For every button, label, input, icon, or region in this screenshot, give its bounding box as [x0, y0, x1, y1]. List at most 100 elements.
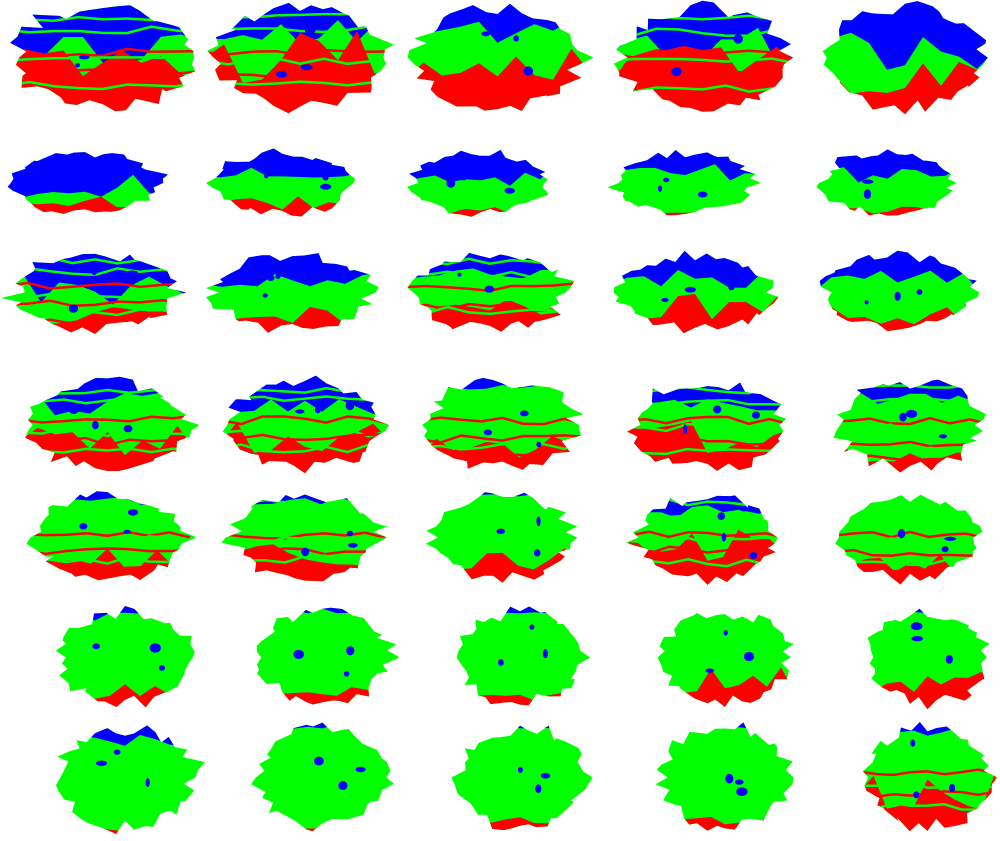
stripe — [833, 423, 986, 433]
blue-speck — [92, 643, 100, 650]
segmentation-panel-r1-c5 — [815, 0, 1000, 120]
stripe — [627, 447, 787, 456]
segmentation-panel-r3-c4 — [610, 245, 810, 365]
region-blue — [456, 606, 591, 614]
region-green — [422, 377, 584, 470]
segmentation-map — [816, 149, 957, 216]
segmentation-map — [657, 612, 794, 707]
blue-speck — [314, 756, 324, 766]
blue-speck — [697, 191, 708, 198]
stripe — [26, 547, 191, 556]
blue-speck — [113, 749, 121, 755]
segmentation-panel-r2-c2 — [205, 133, 405, 253]
region-green — [655, 722, 794, 831]
blue-speck — [458, 175, 468, 181]
region-blue — [56, 725, 205, 746]
stripe — [422, 442, 584, 451]
blue-speck — [345, 400, 355, 411]
blue-speck — [891, 48, 897, 55]
stripe — [835, 536, 983, 546]
region-layers — [655, 722, 794, 831]
blue-speck — [705, 668, 715, 673]
segmentation-map — [222, 375, 390, 474]
blue-speck — [158, 665, 166, 671]
segmentation-map — [425, 492, 578, 583]
region-layers — [221, 494, 388, 582]
segmentation-map — [833, 379, 986, 473]
segmentation-map — [25, 376, 200, 471]
segmentation-map — [205, 253, 379, 333]
blue-speck — [910, 739, 916, 747]
blue-speck — [498, 659, 504, 666]
segmentation-map — [7, 152, 169, 214]
stripe — [627, 398, 787, 407]
blue-speck — [347, 530, 353, 537]
blue-speck — [119, 168, 131, 177]
stripe — [629, 511, 778, 520]
stripe — [26, 556, 191, 565]
blue-speck — [683, 424, 688, 434]
blue-speck — [78, 55, 90, 60]
region-layers — [607, 150, 762, 216]
segmentation-map — [835, 494, 983, 585]
region-blue — [451, 725, 593, 730]
stripe — [629, 536, 778, 546]
blue-speck — [264, 173, 269, 179]
stripe — [10, 80, 196, 91]
blue-speck — [941, 546, 949, 553]
stripe — [407, 305, 575, 316]
segmentation-map — [10, 5, 196, 112]
blue-speck — [338, 781, 348, 791]
region-layers — [822, 1, 988, 115]
stripe — [833, 383, 986, 391]
blue-speck — [949, 784, 956, 792]
blue-speck — [56, 179, 69, 186]
segmentation-panel-r6-c1 — [5, 600, 205, 720]
blue-speck — [911, 635, 923, 642]
blue-speck — [304, 27, 316, 34]
stripe — [835, 558, 983, 567]
segmentation-panel-r1-c4 — [610, 0, 810, 120]
region-layers — [613, 250, 779, 334]
stripe — [224, 513, 386, 524]
segmentation-map — [422, 377, 584, 470]
stripe — [833, 397, 986, 403]
segmentation-map — [655, 722, 794, 831]
blue-speck — [721, 532, 727, 542]
stripe — [10, 25, 196, 35]
region-red — [55, 684, 195, 708]
blue-speck — [314, 406, 321, 414]
blue-speck — [733, 34, 743, 44]
segmentation-map — [256, 607, 400, 705]
blue-speck — [517, 766, 523, 773]
stripe — [4, 299, 186, 308]
region-layers — [819, 250, 980, 332]
stripe — [422, 388, 584, 398]
region-layers — [407, 3, 594, 111]
blue-speck — [864, 300, 869, 305]
region-layers — [25, 376, 200, 471]
region-green — [56, 725, 205, 834]
blue-speck — [529, 624, 535, 630]
stripe — [26, 535, 191, 545]
segmentation-panel-r2-c3 — [405, 133, 605, 253]
blue-speck — [944, 536, 957, 541]
segmentation-panel-r6-c5 — [815, 600, 1000, 720]
stripe — [613, 68, 794, 75]
blue-speck — [749, 552, 758, 559]
blue-speck — [145, 778, 150, 787]
segmentation-map — [407, 149, 549, 217]
region-layers — [207, 2, 394, 114]
region-layers — [456, 606, 591, 706]
blue-speck — [734, 779, 744, 785]
blue-speck — [513, 35, 520, 42]
blue-speck — [481, 31, 490, 37]
stripe — [422, 399, 584, 409]
blue-speck — [863, 189, 871, 199]
segmentation-map — [251, 722, 395, 832]
region-layers — [657, 612, 794, 707]
stripe — [835, 510, 983, 518]
blue-speck — [894, 291, 901, 301]
stripe — [613, 49, 794, 59]
blue-speck — [92, 421, 99, 430]
